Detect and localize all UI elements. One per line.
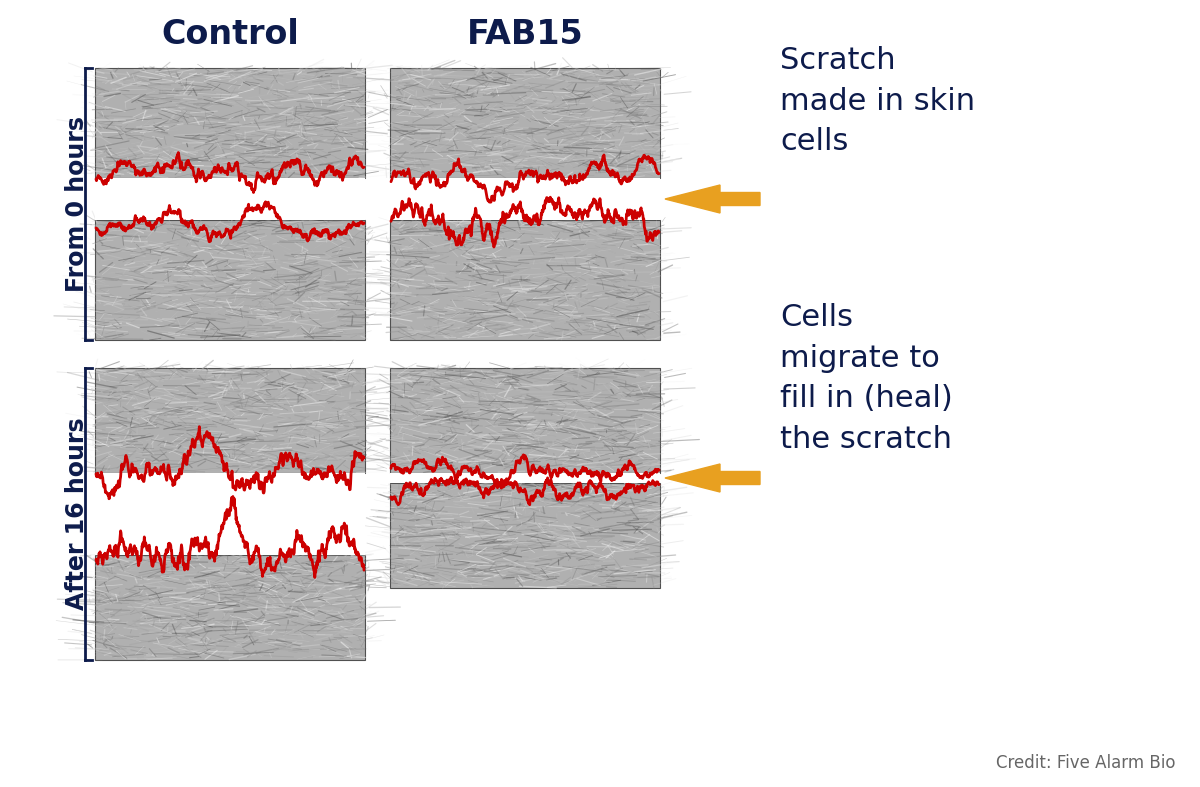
Text: Scratch
made in skin
cells: Scratch made in skin cells [780,46,976,156]
Text: Control: Control [161,19,299,51]
Bar [390,483,660,588]
Bar [95,368,365,473]
Text: From 0 hours: From 0 hours [65,116,89,292]
Bar [95,473,365,555]
Bar [95,220,365,340]
Text: After 16 hours: After 16 hours [65,418,89,610]
Bar [390,178,660,220]
Text: FAB15: FAB15 [467,19,583,51]
Bar [95,68,365,178]
Bar [390,473,660,483]
Text: Credit: Five Alarm Bio: Credit: Five Alarm Bio [996,754,1175,772]
Bar [390,220,660,340]
Bar [390,368,660,473]
Polygon shape [665,185,760,213]
Bar [95,555,365,660]
Text: Cells
migrate to
fill in (heal)
the scratch: Cells migrate to fill in (heal) the scra… [780,303,953,454]
Bar [390,68,660,178]
Polygon shape [665,464,760,492]
Bar [95,178,365,220]
